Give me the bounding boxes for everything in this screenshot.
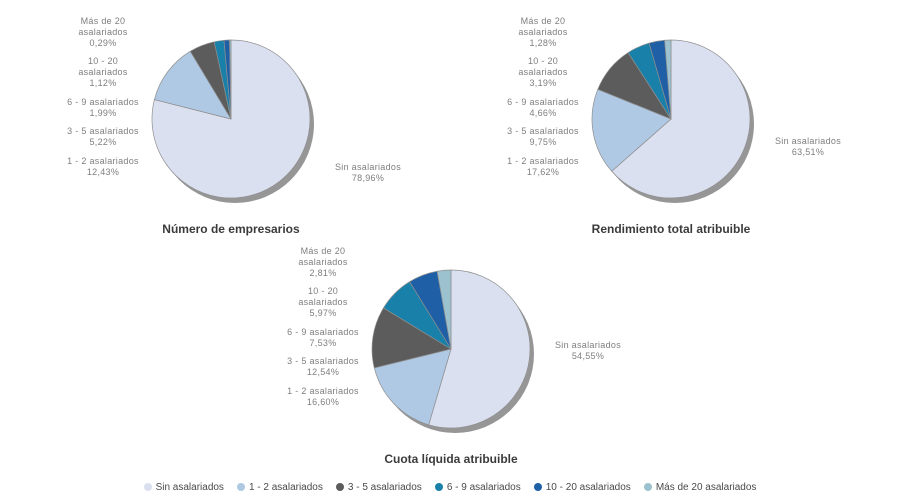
pie-rendimiento-total-atribuible (591, 39, 754, 203)
slice-label-value: 3,19% (529, 78, 557, 88)
slice-label-value: 5,22% (89, 137, 117, 147)
slice-label-mas-de-20-asalariados: Más de 20 asalariados 1,28% (495, 16, 591, 49)
slice-label-3-5-asalariados: 3 - 5 asalariados 9,75% (495, 126, 591, 148)
slice-label-value: 12,43% (86, 167, 120, 177)
slice-label-value: 1,28% (529, 38, 557, 48)
pie-slice-sin-asalariados (611, 39, 751, 199)
legend-item-mas-de-20-asalariados: Más de 20 asalariados (643, 481, 757, 493)
pie-slice-mas-de-20-asalariados (229, 39, 232, 120)
legend-label: 6 - 9 asalariados (446, 481, 521, 493)
legend-marker-icon (236, 483, 245, 491)
pie-slice-3-5-asalariados (371, 307, 452, 369)
slice-label-3-5-asalariados: 3 - 5 asalariados 5,22% (55, 126, 151, 148)
legend-marker-icon (434, 483, 443, 491)
slice-label-text: 1 - 2 asalariados (287, 386, 359, 396)
slice-label-text: Sin asalariados (334, 162, 402, 172)
legend-item-1-2-asalariados: 1 - 2 asalariados (236, 481, 323, 493)
pie-slice-mas-de-20-asalariados (436, 269, 452, 350)
pie-slice-1-2-asalariados (373, 348, 452, 426)
slice-label-text: 3 - 5 asalariados (287, 356, 359, 366)
chart-title: Rendimiento total atribuible (591, 222, 751, 236)
slice-label-text: 3 - 5 asalariados (507, 126, 579, 136)
slice-label-value: 1,12% (89, 78, 117, 88)
slice-label-text: 1 - 2 asalariados (67, 156, 139, 166)
slice-label-value: 5,97% (309, 308, 337, 318)
legend-label: 3 - 5 asalariados (347, 481, 422, 493)
slice-label-3-5-asalariados: 3 - 5 asalariados 12,54% (275, 356, 371, 378)
slice-label-sin-asalariados: Sin asalariados 63,51% (753, 136, 863, 158)
legend-item-10-20-asalariados: 10 - 20 asalariados (533, 481, 631, 493)
legend-marker-icon (143, 483, 152, 491)
pie-slice-1-2-asalariados (591, 88, 672, 172)
slice-label-value: 1,99% (89, 108, 117, 118)
slice-label-text: Más de 20 asalariados (518, 16, 568, 37)
chart-legend: Sin asalariados 1 - 2 asalariados 3 - 5 … (0, 480, 900, 494)
legend-item-3-5-asalariados: 3 - 5 asalariados (335, 481, 422, 493)
pie-slice-mas-de-20-asalariados (664, 39, 672, 120)
slice-label-value: 63,51% (791, 147, 825, 157)
slice-label-sin-asalariados: Sin asalariados 54,55% (533, 340, 643, 362)
slice-label-10-20-asalariados: 10 - 20 asalariados 1,12% (55, 56, 151, 89)
slice-label-6-9-asalariados: 6 - 9 asalariados 1,99% (55, 97, 151, 119)
slice-label-value: 2,81% (309, 268, 337, 278)
legend-marker-icon (643, 483, 652, 491)
slice-label-text: 10 - 20 asalariados (298, 286, 348, 307)
pie-cuota-liquida-atribuible (371, 269, 534, 433)
pie-chart-rendimiento-total-atribuible: Más de 20 asalariados 1,28% 10 - 20 asal… (440, 0, 890, 250)
slice-label-value: 78,96% (351, 173, 385, 183)
slice-label-mas-de-20-asalariados: Más de 20 asalariados 0,29% (55, 16, 151, 49)
slice-label-text: Sin asalariados (774, 136, 842, 146)
slice-label-text: 3 - 5 asalariados (67, 126, 139, 136)
slice-label-1-2-asalariados: 1 - 2 asalariados 17,62% (495, 156, 591, 178)
legend-label: 1 - 2 asalariados (248, 481, 323, 493)
slice-label-10-20-asalariados: 10 - 20 asalariados 3,19% (495, 56, 591, 89)
legend-marker-icon (335, 483, 344, 491)
slice-label-sin-asalariados: Sin asalariados 78,96% (313, 162, 423, 184)
slice-label-text: 6 - 9 asalariados (67, 97, 139, 107)
pie-chart-numero-de-empresarios: Más de 20 asalariados 0,29% 10 - 20 asal… (0, 0, 450, 250)
pie-numero-de-empresarios (151, 39, 314, 203)
slice-label-value: 4,66% (529, 108, 557, 118)
legend-item-sin-asalariados: Sin asalariados (143, 481, 224, 493)
pie-chart-cuota-liquida-atribuible: Más de 20 asalariados 2,81% 10 - 20 asal… (220, 230, 670, 480)
legend-label: Sin asalariados (155, 481, 224, 493)
slice-label-text: Más de 20 asalariados (298, 246, 348, 267)
slice-label-6-9-asalariados: 6 - 9 asalariados 7,53% (275, 327, 371, 349)
legend-label: 10 - 20 asalariados (545, 481, 631, 493)
legend-marker-icon (533, 483, 542, 491)
slice-label-10-20-asalariados: 10 - 20 asalariados 5,97% (275, 286, 371, 319)
slice-label-text: 10 - 20 asalariados (518, 56, 568, 77)
legend-label: Más de 20 asalariados (655, 481, 757, 493)
slice-label-value: 54,55% (571, 351, 605, 361)
slice-label-6-9-asalariados: 6 - 9 asalariados 4,66% (495, 97, 591, 119)
slice-label-text: 6 - 9 asalariados (287, 327, 359, 337)
slice-label-value: 0,29% (89, 38, 117, 48)
slice-label-mas-de-20-asalariados: Más de 20 asalariados 2,81% (275, 246, 371, 279)
slice-label-value: 7,53% (309, 338, 337, 348)
pie-slice-1-2-asalariados (153, 50, 232, 120)
slice-label-text: 1 - 2 asalariados (507, 156, 579, 166)
slice-label-1-2-asalariados: 1 - 2 asalariados 16,60% (275, 386, 371, 408)
slice-label-text: Sin asalariados (554, 340, 622, 350)
slice-label-value: 12,54% (306, 367, 340, 377)
pie-slice-sin-asalariados (428, 269, 531, 429)
legend-item-6-9-asalariados: 6 - 9 asalariados (434, 481, 521, 493)
slice-label-value: 16,60% (306, 397, 340, 407)
slice-label-value: 17,62% (526, 167, 560, 177)
slice-label-text: 6 - 9 asalariados (507, 97, 579, 107)
slice-label-1-2-asalariados: 1 - 2 asalariados 12,43% (55, 156, 151, 178)
chart-title: Número de empresarios (162, 222, 300, 236)
chart-title: Cuota líquida atribuible (384, 452, 518, 466)
slice-label-text: Más de 20 asalariados (78, 16, 128, 37)
slice-label-value: 9,75% (529, 137, 557, 147)
slice-label-text: 10 - 20 asalariados (78, 56, 128, 77)
